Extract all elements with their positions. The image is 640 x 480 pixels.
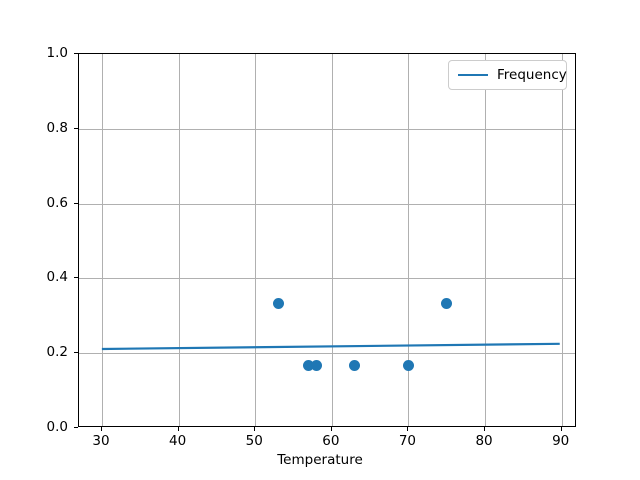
gridline-horizontal: [79, 128, 575, 130]
legend: Frequency: [448, 60, 567, 90]
gridline-vertical: [485, 54, 487, 426]
x-tick-mark: [407, 427, 409, 431]
gridline-horizontal: [79, 278, 575, 280]
frequency-trend-line: [101, 342, 560, 351]
plot-area: [78, 53, 576, 427]
legend-label: Frequency: [497, 67, 567, 83]
x-tick-label: 30: [92, 433, 110, 449]
scatter-point: [272, 297, 284, 309]
gridline-vertical: [408, 54, 410, 426]
y-tick-mark: [74, 127, 78, 129]
scatter-point: [311, 360, 322, 372]
x-tick-label: 80: [475, 433, 493, 449]
x-tick-label: 40: [169, 433, 187, 449]
x-axis-label: Temperature: [277, 452, 363, 468]
x-tick-mark: [100, 427, 102, 431]
y-tick-mark: [74, 427, 78, 428]
scatter-point: [402, 360, 414, 372]
legend-line-swatch: [458, 74, 488, 76]
y-tick-label: 0.2: [46, 344, 68, 361]
data-layer: [101, 342, 560, 351]
y-tick-mark: [74, 352, 78, 354]
gridline-vertical: [561, 54, 563, 426]
gridline-vertical: [101, 54, 103, 426]
x-tick-label: 70: [398, 433, 417, 449]
x-tick-mark: [177, 427, 179, 431]
gridline-vertical: [331, 54, 333, 426]
y-tick-label: 0.4: [46, 269, 68, 286]
scatter-point: [441, 297, 453, 309]
y-tick-mark: [74, 53, 78, 54]
x-tick-mark: [484, 427, 486, 431]
x-tick-mark: [560, 427, 562, 431]
gridline-horizontal: [79, 203, 575, 205]
x-tick-label: 90: [552, 433, 570, 449]
scatter-point: [349, 360, 361, 372]
gridline-horizontal: [79, 353, 575, 355]
x-tick-label: 50: [245, 433, 263, 449]
y-tick-mark: [74, 277, 78, 279]
y-tick-mark: [74, 202, 78, 204]
gridline-vertical: [178, 54, 180, 426]
y-tick-label: 0.0: [46, 419, 68, 435]
x-tick-mark: [330, 427, 332, 431]
y-tick-label: 0.6: [46, 194, 68, 211]
x-tick-mark: [254, 427, 256, 431]
x-tick-label: 60: [322, 433, 340, 449]
y-tick-label: 1.0: [46, 45, 68, 61]
gridline-vertical: [255, 54, 257, 426]
scatter-point: [303, 360, 315, 372]
y-tick-label: 0.8: [46, 119, 68, 136]
